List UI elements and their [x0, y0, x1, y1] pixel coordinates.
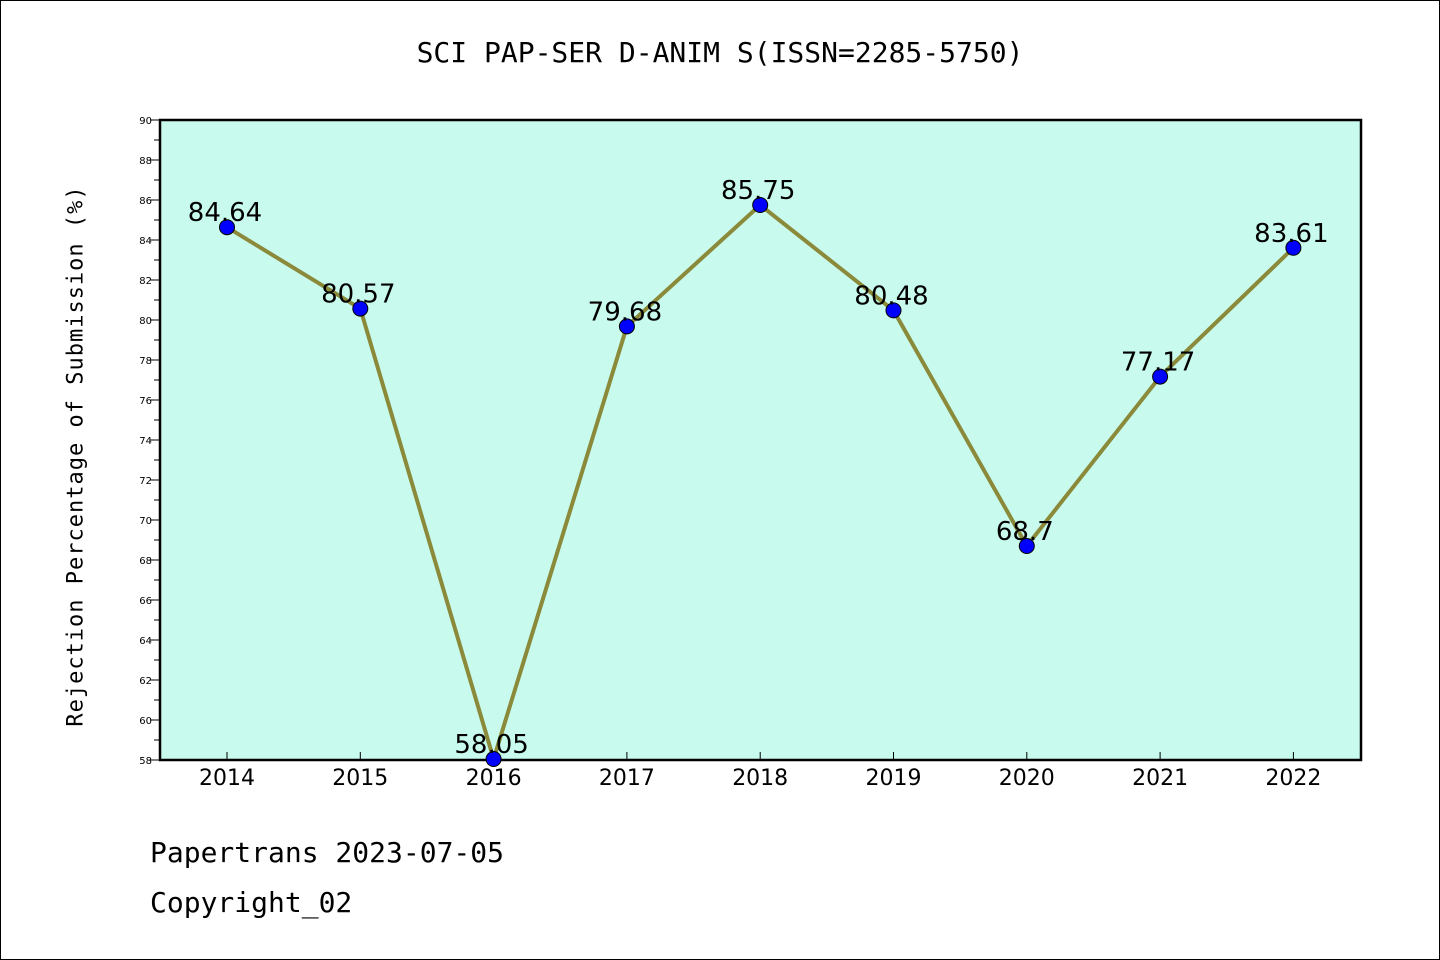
data-labels-group: 84.64 80.57 58.05 79.68 85.75 80.48 68.7 77.17 8…: [188, 176, 1329, 760]
x-tick-label: 2020: [999, 766, 1055, 791]
x-tick-label: 2019: [866, 766, 922, 791]
data-point: [1018, 538, 1035, 554]
data-label: 85.75: [721, 176, 795, 206]
y-tick-label: 64: [139, 636, 152, 647]
y-tick-label: 84: [139, 236, 152, 247]
y-tick-label: 62: [139, 676, 152, 687]
x-tick-label: 2014: [199, 766, 255, 791]
x-tick-label: 2022: [1265, 766, 1321, 791]
data-point: [352, 300, 369, 317]
y-tick-label: 88: [139, 156, 152, 167]
data-label: 80.48: [854, 281, 928, 311]
data-label: 80.57: [321, 280, 395, 310]
y-tick-label: 74: [139, 436, 152, 447]
data-label: 68.7: [996, 517, 1054, 547]
data-label: 58.05: [454, 730, 528, 760]
y-axis: 58 60 62 64 66 68 70 72 74 76 78 80 82 84 86 88 90: [139, 116, 160, 767]
y-tick-label: 76: [139, 396, 152, 407]
x-tick-label: 2018: [732, 766, 788, 791]
x-axis: 2014 2015 2016 2017 2018 2019 2020 2021 2022: [199, 752, 1321, 791]
x-tick-label: 2017: [599, 766, 655, 791]
y-tick-label: 58: [139, 756, 152, 767]
y-tick-label: 60: [139, 716, 152, 727]
data-point: [885, 302, 902, 319]
y-tick-label: 66: [139, 596, 152, 607]
y-tick-label: 82: [139, 276, 152, 287]
data-point: [618, 318, 635, 335]
markers-group: [219, 197, 1302, 767]
y-tick-label: 68: [139, 556, 152, 567]
y-tick-label: 78: [139, 356, 152, 367]
data-label: 83.61: [1254, 219, 1328, 249]
y-tick-label: 80: [139, 316, 152, 327]
data-label: 79.68: [588, 297, 662, 327]
y-tick-label: 90: [139, 116, 152, 127]
y-tick-label: 72: [139, 476, 152, 487]
footer-date: Papertrans 2023-07-05: [150, 836, 505, 869]
data-label: 84.64: [188, 198, 262, 228]
data-label: 77.17: [1121, 348, 1195, 378]
plot-area: [158, 118, 1363, 762]
y-tick-label: 70: [139, 516, 152, 527]
y-tick-label: 86: [139, 196, 152, 207]
data-point: [1285, 239, 1302, 256]
data-point: [485, 751, 502, 767]
chart-title: SCI PAP-SER D-ANIM S(ISSN=2285-5750): [416, 36, 1024, 69]
data-point: [752, 197, 769, 213]
x-tick-label: 2016: [466, 766, 522, 791]
data-point: [1152, 368, 1169, 385]
data-point: [219, 219, 235, 236]
x-tick-label: 2021: [1132, 766, 1188, 791]
footer-copyright: Copyright_02: [150, 886, 353, 919]
x-tick-label: 2015: [332, 766, 388, 791]
